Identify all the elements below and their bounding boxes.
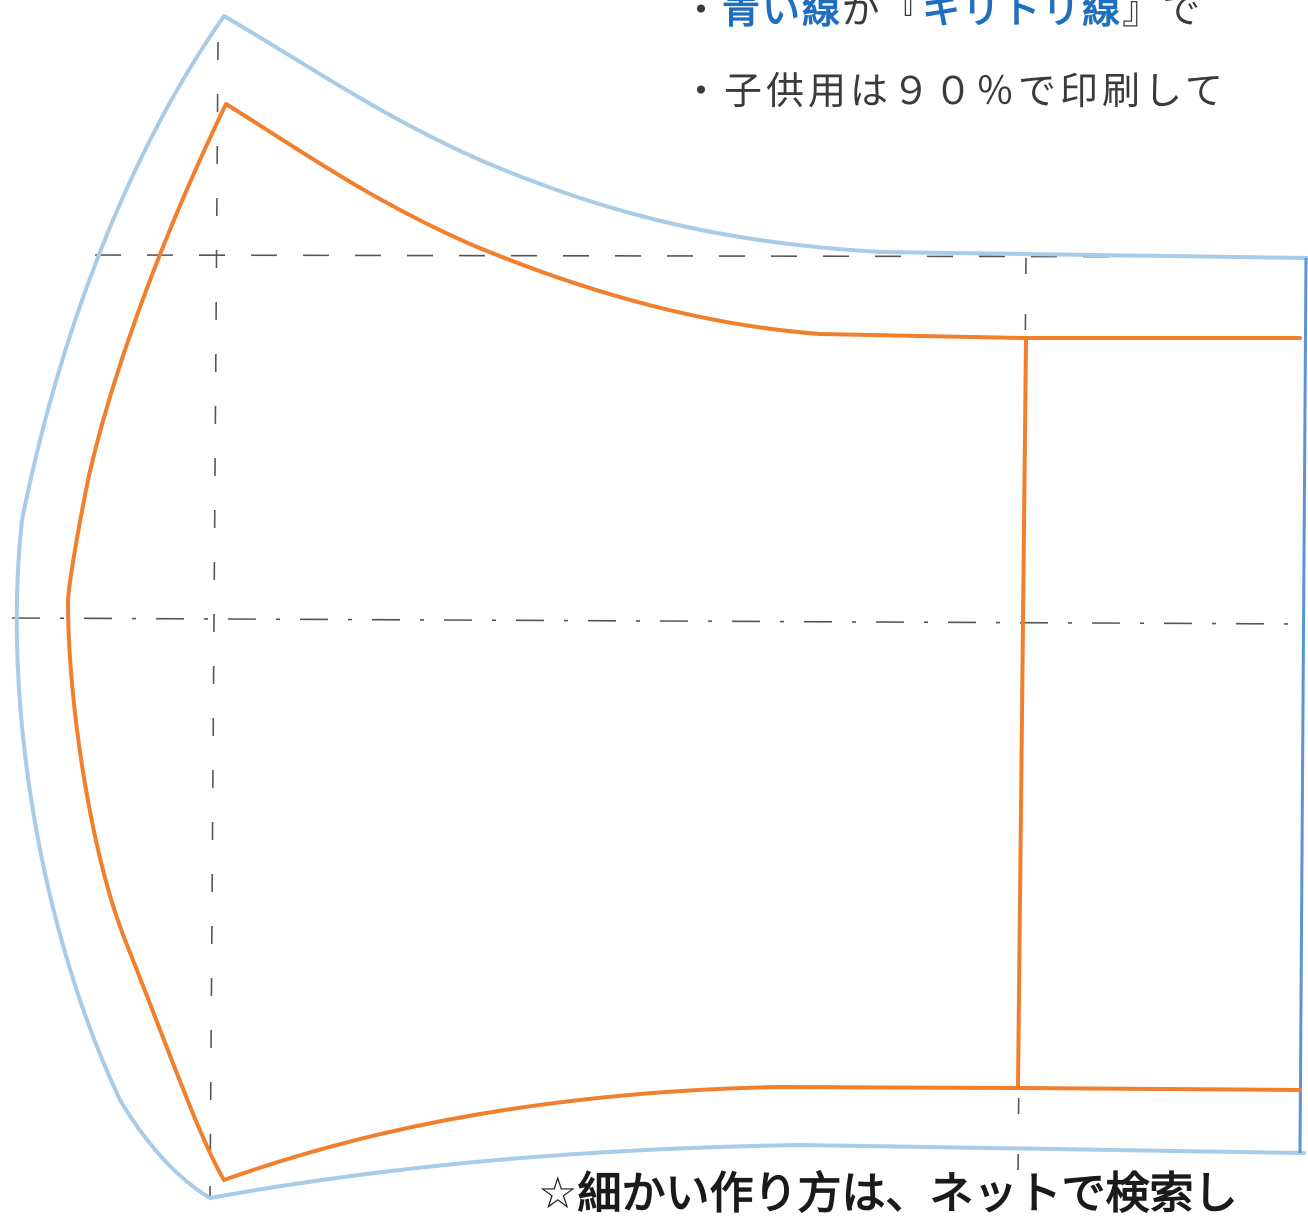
blue-line-label: 青い線 [722, 0, 843, 32]
cut-line-note: ・青い線が『キリトリ線』で [682, 0, 1202, 29]
sewing-line-outline [66, 102, 1302, 1182]
note-bullet: ・ [682, 0, 723, 32]
sewing-line-fold [1016, 339, 1028, 1089]
close-quote: 』で [1122, 0, 1203, 32]
child-size-note: ・子供用は９０％で印刷して [682, 69, 1227, 113]
cut-line-outline [14, 14, 1308, 1200]
cut-line-right-edge [1298, 257, 1308, 1154]
vertical-guide-left [209, 41, 219, 1199]
note-particle: が [842, 0, 883, 32]
instructions-footer: ☆細かい作り方は、ネットで検索し [538, 1168, 1238, 1219]
cut-line-label: キリトリ線 [922, 0, 1123, 32]
open-quote: 『 [882, 0, 923, 32]
guide-lines [11, 41, 1308, 1199]
horizontal-guide-center [11, 617, 1308, 625]
